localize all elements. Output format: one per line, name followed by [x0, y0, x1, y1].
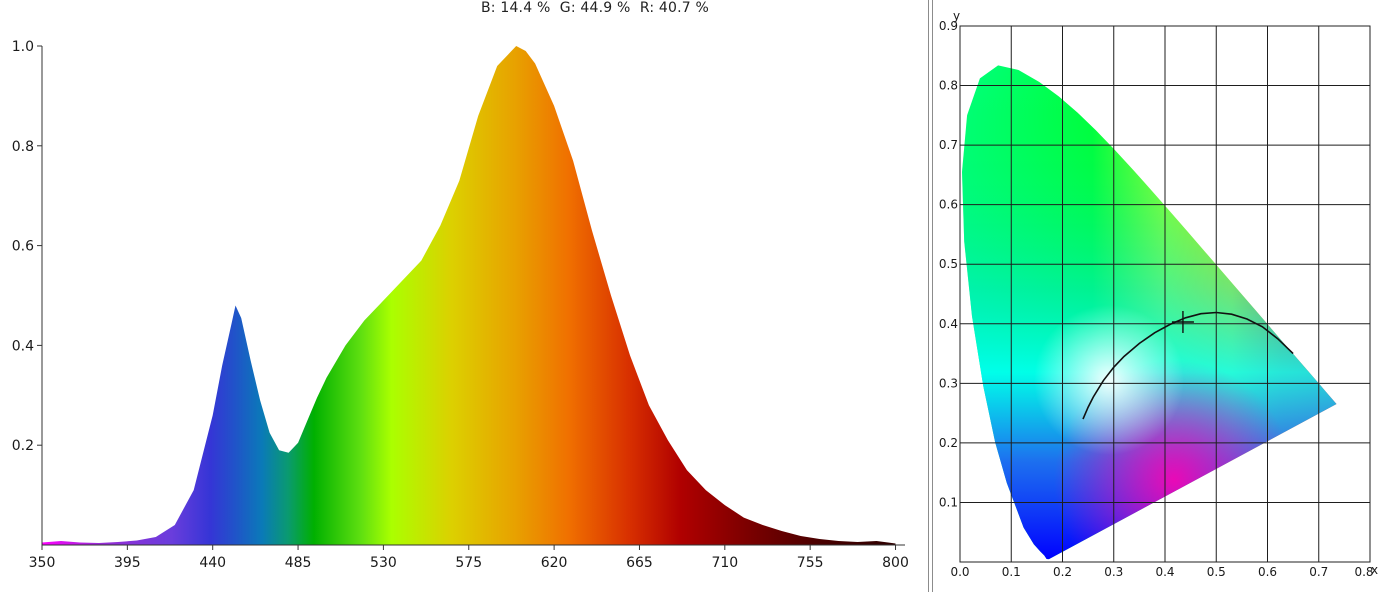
cie-y-tick-label: 0.7 — [939, 138, 958, 152]
cie-y-tick-label: 0.2 — [939, 436, 958, 450]
chromaticity-point-marker — [1171, 310, 1194, 333]
cie-x-tick-label: 0.4 — [1155, 565, 1174, 579]
spectrum-x-tick-label: 440 — [199, 555, 226, 571]
cie-x-tick-label: 0.8 — [1354, 565, 1373, 579]
spectrum-x-tick-label: 395 — [114, 555, 141, 571]
spectrum-x-tick-label: 575 — [455, 555, 482, 571]
spectrum-x-tick-label: 665 — [626, 555, 653, 571]
planckian-locus-line — [1082, 311, 1294, 420]
panel-divider-right — [932, 0, 933, 592]
spectrum-y-tick-label: 0.4 — [12, 338, 34, 354]
cie-y-tick-label: 0.6 — [939, 198, 958, 212]
spectrum-y-tick-label: 1.0 — [12, 39, 34, 55]
cie-y-tick-label: 0.8 — [939, 79, 958, 93]
spectrum-y-tick-label: 0.2 — [12, 438, 34, 454]
cie-x-tick-label: 0.6 — [1258, 565, 1277, 579]
spectrum-y-tick-label: 0.6 — [12, 239, 34, 255]
spectrum-x-tick-label: 755 — [797, 555, 824, 571]
panel-divider-left — [928, 0, 929, 592]
green-ratio-value: 44.9 % — [580, 0, 631, 16]
blue-ratio-value: 14.4 % — [500, 0, 551, 16]
spectrum-y-tick-label: 0.8 — [12, 139, 34, 155]
cie-x-tick-label: 0.5 — [1207, 565, 1226, 579]
spectrum-area — [42, 46, 896, 545]
cie-y-tick-label: 0.5 — [939, 257, 958, 271]
cie-x-tick-label: 0.7 — [1309, 565, 1328, 579]
red-ratio-value: 40.7 % — [658, 0, 710, 16]
cie-y-tick-label: 0.1 — [939, 495, 958, 509]
cie-x-tick-label: 0.1 — [1002, 565, 1021, 579]
green-ratio-label: G: — [559, 0, 576, 16]
cie-chromaticity-chart: 0.0 0.1 0.2 0.3 0.4 0.5 0.6 0.7 0.8 0.1 0.2 0.3 0.4… — [939, 9, 1378, 579]
spectrum-x-tick-label: 530 — [370, 555, 397, 571]
cie-panel: 0.0 0.1 0.2 0.3 0.4 0.5 0.6 0.7 0.8 0.1 0.2 0.3 0.4… — [934, 0, 1396, 592]
spectrum-panel: 350 395 440 485 530 575 620 665 710 755 800 0.2 0.4… — [12, 39, 909, 571]
cie-x-tick-label: 0.0 — [950, 565, 969, 579]
cie-x-axis-label: x — [1371, 563, 1378, 577]
spectrum-x-tick-label: 800 — [882, 555, 909, 571]
spectrum-x-tick-label: 710 — [711, 555, 738, 571]
spectrum-x-tick-label: 485 — [285, 555, 312, 571]
cie-y-axis-label: y — [953, 9, 960, 23]
cie-x-tick-label: 0.2 — [1053, 565, 1072, 579]
spectrum-x-tick-label: 350 — [29, 555, 56, 571]
cie-x-tick-label: 0.3 — [1104, 565, 1123, 579]
spectrum-x-tick-label: 620 — [541, 555, 568, 571]
red-ratio-label: R: — [639, 0, 655, 16]
cie-y-tick-label: 0.3 — [939, 376, 958, 390]
spectrum-chart: 350 395 440 485 530 575 620 665 710 755 800 0.2 0.4… — [12, 39, 909, 571]
blue-ratio-label: B: — [480, 0, 496, 16]
cie-y-tick-label: 0.9 — [939, 19, 958, 33]
rgb-ratio-readout: B: 14.4 % G: 44.9 % R: 40.7 % — [380, 0, 810, 16]
cie-y-tick-label: 0.4 — [939, 317, 958, 331]
